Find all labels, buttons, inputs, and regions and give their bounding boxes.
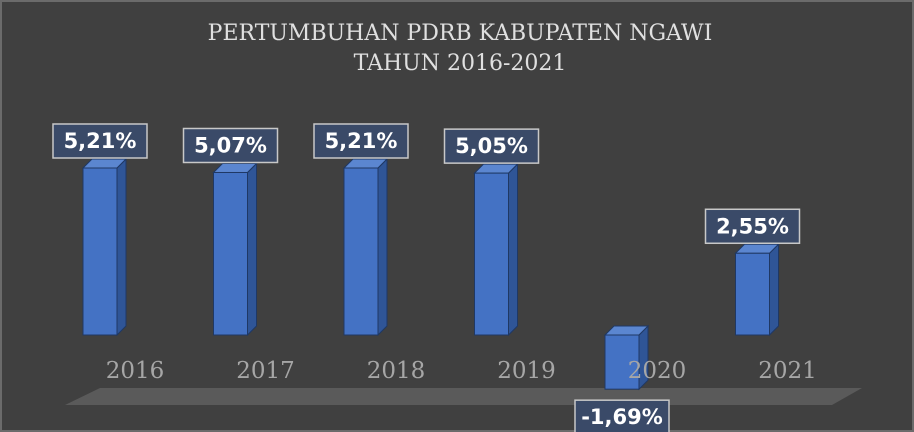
bar-side <box>769 243 779 337</box>
bar <box>342 157 389 337</box>
value-label: -1,69% <box>581 405 663 429</box>
x-tick-label: 2020 <box>628 358 687 384</box>
bar-front <box>474 172 509 336</box>
value-label: 5,21% <box>325 129 398 153</box>
value-label: 2,55% <box>716 214 789 238</box>
chart-title: PERTUMBUHAN PDRB KABUPATEN NGAWI <box>208 21 713 46</box>
x-tick-label: 2019 <box>497 358 556 384</box>
x-tick-label: 2016 <box>106 358 165 384</box>
value-label-box <box>182 127 279 164</box>
value-label: 5,21% <box>64 129 137 153</box>
chart-subtitle: TAHUN 2016-2021 <box>354 51 567 76</box>
bar-side <box>116 157 127 337</box>
bar-side <box>247 162 257 337</box>
floor <box>65 388 862 405</box>
bar <box>734 243 780 337</box>
bar-front <box>604 334 640 390</box>
bar-side <box>377 157 388 337</box>
value-label-box <box>574 399 670 432</box>
x-tick-label: 2021 <box>758 358 817 384</box>
value-label-box <box>313 123 409 159</box>
bar <box>81 157 128 337</box>
bar <box>473 162 519 337</box>
bar <box>603 324 650 391</box>
bar <box>212 162 258 337</box>
bar-front <box>213 171 248 336</box>
x-tick-label: 2018 <box>367 358 426 384</box>
value-label-box <box>52 123 148 159</box>
bar-front <box>735 252 770 336</box>
value-label: 5,05% <box>455 134 528 158</box>
x-tick-label: 2017 <box>236 358 295 384</box>
bar-front <box>82 167 118 336</box>
value-label-box <box>704 208 801 245</box>
bar-side <box>508 162 518 337</box>
bar-front <box>343 167 379 336</box>
value-label: 5,07% <box>194 133 267 157</box>
value-label-box <box>443 128 540 164</box>
